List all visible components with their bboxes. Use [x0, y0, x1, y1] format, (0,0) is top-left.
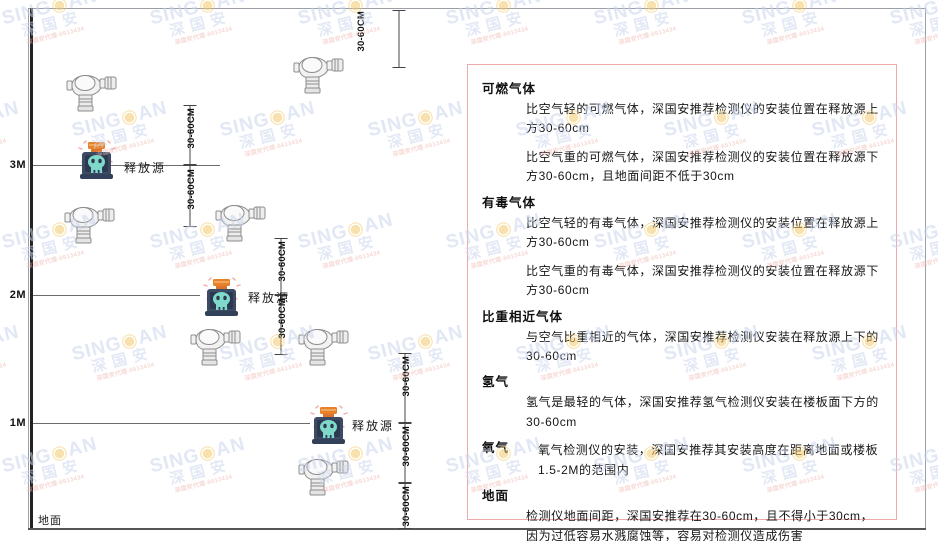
gas-detector-svg — [190, 329, 241, 366]
gas-detector-icon — [188, 322, 242, 373]
panel-section-hydrogen: 氢气氢气是最轻的气体，深国安推荐氢气检测仪安装在楼板面下方的30-60cm — [482, 375, 882, 432]
gas-detector-icon — [296, 452, 350, 503]
gas-detector-svg — [66, 75, 117, 112]
gas-detector-icon — [62, 200, 116, 251]
watermark-brand: SING◉AN — [0, 321, 22, 349]
panel-section-paragraph: 与空气比重相近的气体，深国安推荐检测仪安装在释放源上下的30-60cm — [526, 329, 879, 363]
axis-tick-2m: 2M — [9, 289, 26, 301]
gas-release-source-icon — [75, 140, 119, 185]
dimension-line-right-mid — [398, 423, 412, 483]
panel-section-flammable: 可燃气体比空气轻的可燃气体，深国安推荐检测仪的安装位置在释放源上方30-60cm… — [482, 82, 882, 187]
panel-section-paragraph: 氢气是最轻的气体，深国安推荐氢气检测仪安装在楼板面下方的30-60cm — [526, 395, 879, 429]
axis-tick-3m: 3M — [9, 159, 26, 171]
watermark-brand: SING◉AN — [0, 97, 22, 125]
dimension-label-3m-lower: 30-60CM — [186, 169, 197, 210]
panel-section-title: 比重相近气体 — [482, 309, 564, 324]
gas-detector-icon — [213, 198, 267, 249]
panel-section-toxic: 有毒气体比空气轻的有毒气体，深国安推荐检测仪的安装位置在释放源上方30-60cm… — [482, 196, 882, 301]
level-line-2m — [31, 295, 200, 296]
dimension-label-3m-upper: 30-60CM — [186, 108, 197, 149]
panel-section-similar-density: 比重相近气体与空气比重相近的气体，深国安推荐检测仪安装在释放源上下的30-60c… — [482, 310, 882, 367]
watermark-subtext: 深国安代理-6613434 — [0, 137, 8, 158]
panel-section-title: 可燃气体 — [482, 82, 537, 96]
gas-detector-icon — [291, 50, 345, 101]
dimension-label-2m-lower: 30-60CM — [277, 298, 288, 339]
dimension-line-2m-upper — [274, 238, 288, 295]
gas-release-source-icon — [200, 277, 244, 322]
release-source-label-1m: 释放源 — [352, 419, 395, 433]
watermark-brand-cn: 深国安 — [0, 344, 8, 377]
gas-detector-svg — [215, 205, 266, 242]
gas-detector-icon — [296, 322, 350, 373]
dimension-line-right-upper — [398, 353, 412, 423]
watermark-subtext: 深国安代理-6613434 — [0, 361, 8, 382]
vertical-scale-axis — [30, 8, 33, 529]
ground-baseline — [28, 528, 926, 530]
level-line-3m — [31, 165, 220, 166]
release-source-label-2m: 释放源 — [248, 291, 291, 305]
ground-label: 地面 — [38, 515, 62, 527]
release-source-svg — [78, 140, 116, 179]
panel-section-paragraph: 比空气重的可燃气体，深国安推荐检测仪的安装位置在释放源下方30-60cm，且地面… — [526, 149, 879, 184]
panel-section-ground: 地面检测仪地面间距，深国安推荐在30-60cm，且不得小于30cm，因为过低容易… — [482, 489, 882, 541]
level-line-1m — [31, 423, 310, 424]
dimension-label-2m-upper: 30-60CM — [277, 241, 288, 282]
panel-section-title: 有毒气体 — [482, 195, 537, 210]
dimension-label-top: 30-60CM — [356, 11, 367, 52]
watermark-brand-cn: 深国安 — [0, 120, 8, 153]
panel-section-paragraph: 检测仪地面间距，深国安推荐在30-60cm，且不得小于30cm，因为过低容易水溅… — [526, 509, 874, 541]
gas-release-source-icon — [307, 405, 351, 450]
dimension-label-right-mid: 30-60CM — [401, 426, 412, 467]
release-source-svg — [310, 405, 348, 444]
dimension-line-top — [392, 10, 406, 68]
dimension-line-2m-lower — [274, 295, 288, 355]
panel-section-oxygen: 氧气 氧气检测仪的安装，深国安推荐其安装高度在距离地面或楼板1.5-2M的范围内 — [482, 441, 882, 480]
panel-section-title: 地面 — [482, 489, 510, 504]
panel-section-paragraph: 比空气轻的有毒气体，深国安推荐检测仪的安装位置在释放源上方30-60cm — [526, 215, 879, 250]
dimension-line-right-lower — [398, 483, 412, 529]
release-source-svg — [203, 277, 241, 316]
dimension-label-right-upper: 30-60CM — [401, 356, 412, 397]
gas-detector-svg — [298, 329, 349, 366]
gas-detector-svg — [64, 207, 115, 244]
guidelines-panel: 可燃气体比空气轻的可燃气体，深国安推荐检测仪的安装位置在释放源上方30-60cm… — [467, 64, 897, 541]
panel-section-title: 氢气 — [482, 375, 510, 390]
dimension-line-3m-upper — [183, 105, 197, 165]
panel-section-paragraph: 比空气重的有毒气体，深国安推荐检测仪的安装位置在释放源下方30-60cm — [526, 263, 879, 298]
gas-detector-svg — [298, 459, 349, 496]
panel-section-body: 氧气检测仪的安装，深国安推荐其安装高度在距离地面或楼板1.5-2M的范围内 — [538, 443, 879, 477]
dimension-line-3m-lower — [183, 165, 197, 227]
panel-section-paragraph: 比空气轻的可燃气体，深国安推荐检测仪的安装位置在释放源上方30-60cm — [526, 102, 879, 136]
release-source-label-3m: 释放源 — [124, 161, 167, 175]
gas-detector-icon — [64, 68, 118, 119]
dimension-label-right-lower: 30-60CM — [401, 486, 412, 527]
panel-section-title: 氧气 — [482, 441, 510, 456]
axis-tick-1m: 1M — [9, 417, 26, 429]
gas-detector-svg — [293, 57, 344, 94]
